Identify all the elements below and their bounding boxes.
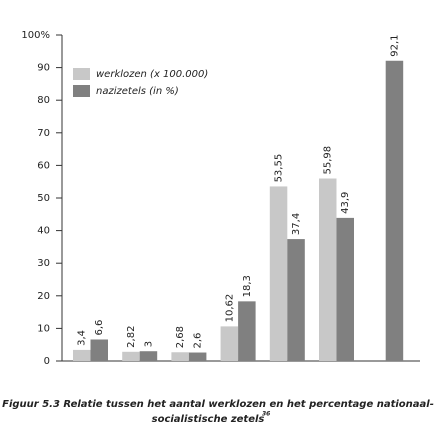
bar bbox=[139, 351, 158, 361]
bar bbox=[385, 60, 404, 362]
y-tick-label: 40 bbox=[37, 226, 50, 237]
bar bbox=[90, 339, 108, 361]
value-label: 10,62 bbox=[224, 294, 235, 323]
y-tick-label: 20 bbox=[37, 291, 50, 302]
value-label: 2,82 bbox=[126, 326, 137, 348]
bar bbox=[336, 217, 354, 361]
y-tick-label: 10 bbox=[37, 323, 50, 334]
value-label: 53,55 bbox=[274, 154, 285, 183]
y-tick-label: 50 bbox=[37, 193, 50, 204]
value-label: 92,1 bbox=[389, 34, 400, 56]
value-label: 2,68 bbox=[175, 326, 186, 348]
legend-swatch bbox=[73, 68, 90, 80]
caption-footnote: 36 bbox=[262, 411, 270, 418]
value-label: 37,4 bbox=[291, 213, 302, 235]
y-tick-label: 60 bbox=[37, 160, 50, 171]
legend-label: nazizetels (in %) bbox=[96, 86, 179, 97]
caption: socialistische zetels bbox=[152, 414, 265, 425]
bar bbox=[220, 326, 239, 361]
value-label: 2,6 bbox=[193, 333, 204, 349]
value-label: 6,6 bbox=[94, 320, 105, 336]
y-tick-label: 30 bbox=[37, 258, 50, 269]
y-tick-label: 0 bbox=[44, 356, 50, 367]
bar bbox=[269, 186, 288, 361]
y-tick-label: 90 bbox=[37, 63, 50, 74]
bar bbox=[171, 352, 189, 361]
bar bbox=[287, 239, 305, 361]
value-label: 55,98 bbox=[323, 146, 334, 175]
caption: Figuur 5.3 Relatie tussen het aantal wer… bbox=[2, 399, 434, 410]
bar bbox=[238, 301, 256, 361]
y-tick-label: 70 bbox=[37, 128, 50, 139]
legend-swatch bbox=[73, 85, 90, 97]
y-tick-label: 80 bbox=[37, 95, 50, 106]
value-label: 3 bbox=[143, 341, 154, 347]
bar bbox=[73, 349, 91, 361]
bar bbox=[188, 352, 207, 361]
legend-label: werklozen (x 100.000) bbox=[96, 69, 208, 80]
bar bbox=[122, 351, 140, 361]
y-tick-label: 100% bbox=[21, 30, 50, 41]
bar bbox=[319, 178, 337, 361]
value-label: 18,3 bbox=[242, 275, 253, 297]
value-label: 3,4 bbox=[77, 330, 88, 346]
value-label: 43,9 bbox=[340, 192, 351, 214]
